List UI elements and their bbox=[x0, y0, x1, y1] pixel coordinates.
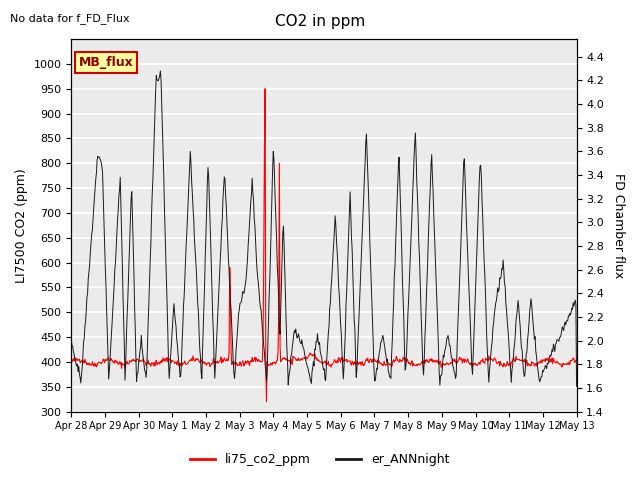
Text: CO2 in ppm: CO2 in ppm bbox=[275, 14, 365, 29]
Y-axis label: LI7500 CO2 (ppm): LI7500 CO2 (ppm) bbox=[15, 168, 28, 283]
Text: No data for f_FD_Flux: No data for f_FD_Flux bbox=[10, 13, 129, 24]
Text: MB_flux: MB_flux bbox=[79, 56, 134, 69]
Legend: li75_co2_ppm, er_ANNnight: li75_co2_ppm, er_ANNnight bbox=[186, 448, 454, 471]
Y-axis label: FD Chamber flux: FD Chamber flux bbox=[612, 173, 625, 278]
